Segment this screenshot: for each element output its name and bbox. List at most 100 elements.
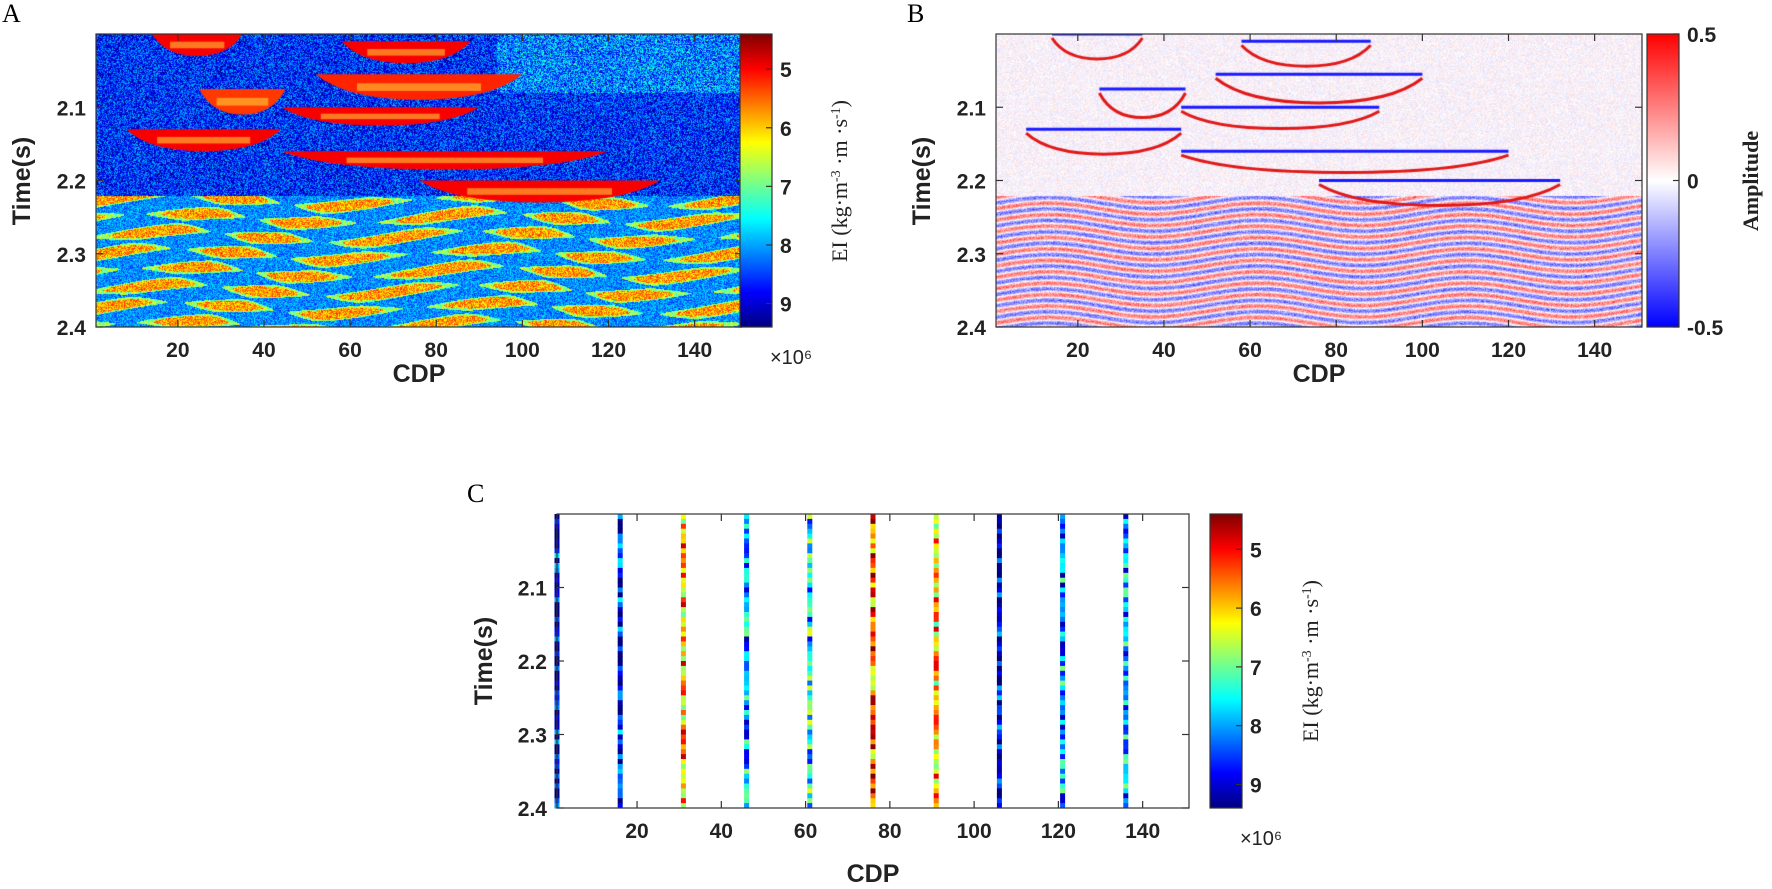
well-trace-segment xyxy=(680,685,686,691)
well-trace-segment xyxy=(933,558,939,564)
well-trace-segment xyxy=(870,675,876,682)
well-trace-segment xyxy=(807,680,813,686)
panel-c-colorbar-multiplier: ×10⁶ xyxy=(1240,828,1282,850)
well-trace-segment xyxy=(680,729,686,735)
panel-label-a: A xyxy=(2,0,21,28)
panel-c-xtick-label: 100 xyxy=(957,820,992,843)
well-trace-segment xyxy=(680,553,686,559)
well-trace-segment xyxy=(680,538,686,544)
well-trace-segment xyxy=(1060,631,1066,637)
well-trace-segment xyxy=(807,538,813,544)
well-trace-segment xyxy=(1060,754,1066,760)
well-trace-segment xyxy=(996,626,1002,633)
well-trace-segment xyxy=(870,759,876,765)
panel-a-cb-tick-label: 5 xyxy=(780,59,792,82)
well-trace-segment xyxy=(744,656,750,662)
well-trace-segment xyxy=(870,710,876,716)
well-trace-segment xyxy=(933,651,939,657)
well-trace-segment xyxy=(996,734,1002,740)
well-trace-segment xyxy=(933,798,939,804)
well-trace-segment xyxy=(1123,759,1129,765)
well-trace-segment xyxy=(680,533,686,539)
well-trace-segment xyxy=(1123,582,1129,588)
well-trace-segment xyxy=(807,749,813,755)
well-trace-segment xyxy=(807,754,813,760)
well-trace-segment xyxy=(870,543,876,549)
well-trace-segment xyxy=(680,572,686,579)
well-trace-segment xyxy=(744,641,750,647)
well-trace-segment xyxy=(807,572,813,579)
panel-c-cb-tick-label: 7 xyxy=(1250,657,1262,680)
well-trace-segment xyxy=(933,783,939,789)
well-trace-segment xyxy=(617,665,623,672)
well-trace-segment xyxy=(680,719,686,726)
well-trace-segment xyxy=(870,763,876,770)
well-trace-segment xyxy=(807,690,813,696)
well-trace-segment xyxy=(807,646,813,652)
well-trace-segment xyxy=(933,768,939,775)
well-trace-segment xyxy=(617,793,623,799)
well-trace-segment xyxy=(617,690,623,696)
well-trace-segment xyxy=(870,744,876,750)
well-trace-segment xyxy=(744,514,750,520)
well-trace-segment xyxy=(1060,636,1066,642)
well-trace-segment xyxy=(1060,724,1066,731)
well-trace-segment xyxy=(1060,759,1066,765)
well-trace-segment xyxy=(617,724,623,731)
panel-a-cb-tick-label: 6 xyxy=(780,118,792,141)
well-trace-segment xyxy=(680,768,686,775)
well-trace-segment xyxy=(744,714,750,721)
panel-a-xtick-label: 40 xyxy=(252,339,275,362)
panel-b-xtick-label: 20 xyxy=(1066,339,1089,362)
well-trace-segment xyxy=(1060,783,1066,789)
well-trace-segment xyxy=(933,695,939,701)
well-trace-segment xyxy=(996,607,1002,613)
well-trace-segment xyxy=(996,798,1002,804)
panel-a-cb-tick-label: 7 xyxy=(780,176,792,199)
well-trace-segment xyxy=(870,587,876,593)
well-trace-segment xyxy=(1060,646,1066,652)
panel-b-ytick-label: 2.3 xyxy=(957,244,986,267)
well-trace-segment xyxy=(870,563,876,569)
well-trace-segment xyxy=(933,739,939,745)
well-trace-segment xyxy=(1123,572,1129,579)
well-trace-segment xyxy=(870,518,876,525)
well-trace-segment xyxy=(744,763,750,770)
well-trace-segment xyxy=(1123,621,1129,628)
well-trace-segment xyxy=(744,612,750,618)
well-trace-segment xyxy=(807,626,813,633)
well-trace-segment xyxy=(996,773,1002,780)
well-trace-segment xyxy=(1123,714,1129,721)
well-trace-segment xyxy=(680,661,686,667)
well-trace-segment xyxy=(870,724,876,731)
well-trace-segment xyxy=(807,602,813,608)
well-trace-segment xyxy=(870,656,876,662)
well-trace-segment xyxy=(996,744,1002,750)
well-trace-segment xyxy=(1123,607,1129,613)
well-trace-segment xyxy=(996,763,1002,770)
panel-a-heatmap xyxy=(96,34,742,327)
well-trace xyxy=(933,514,939,809)
well-trace-segment xyxy=(870,690,876,696)
well-trace-segment xyxy=(933,734,939,740)
well-trace-segment xyxy=(996,577,1002,584)
well-trace-segment xyxy=(744,734,750,740)
well-trace-segment xyxy=(996,749,1002,755)
well-trace-segment xyxy=(680,724,686,731)
well-trace-segment xyxy=(870,798,876,804)
well-trace-segment xyxy=(1060,665,1066,672)
well-trace-segment xyxy=(680,651,686,657)
panel-c-xtick-label: 120 xyxy=(1041,820,1076,843)
panel-a-xtick-label: 60 xyxy=(338,339,361,362)
panel-label-b: B xyxy=(907,0,924,28)
well-trace-segment xyxy=(807,729,813,735)
well-trace-segment xyxy=(996,587,1002,593)
well-trace-segment xyxy=(680,597,686,603)
well-trace-segment xyxy=(933,749,939,755)
well-trace-segment xyxy=(807,523,813,530)
well-trace-segment xyxy=(617,700,623,706)
well-trace-segment xyxy=(617,685,623,691)
panel-b-heatmap xyxy=(996,34,1642,327)
well-trace-segment xyxy=(807,592,813,598)
panel-a-xlabel: CDP xyxy=(393,360,446,388)
